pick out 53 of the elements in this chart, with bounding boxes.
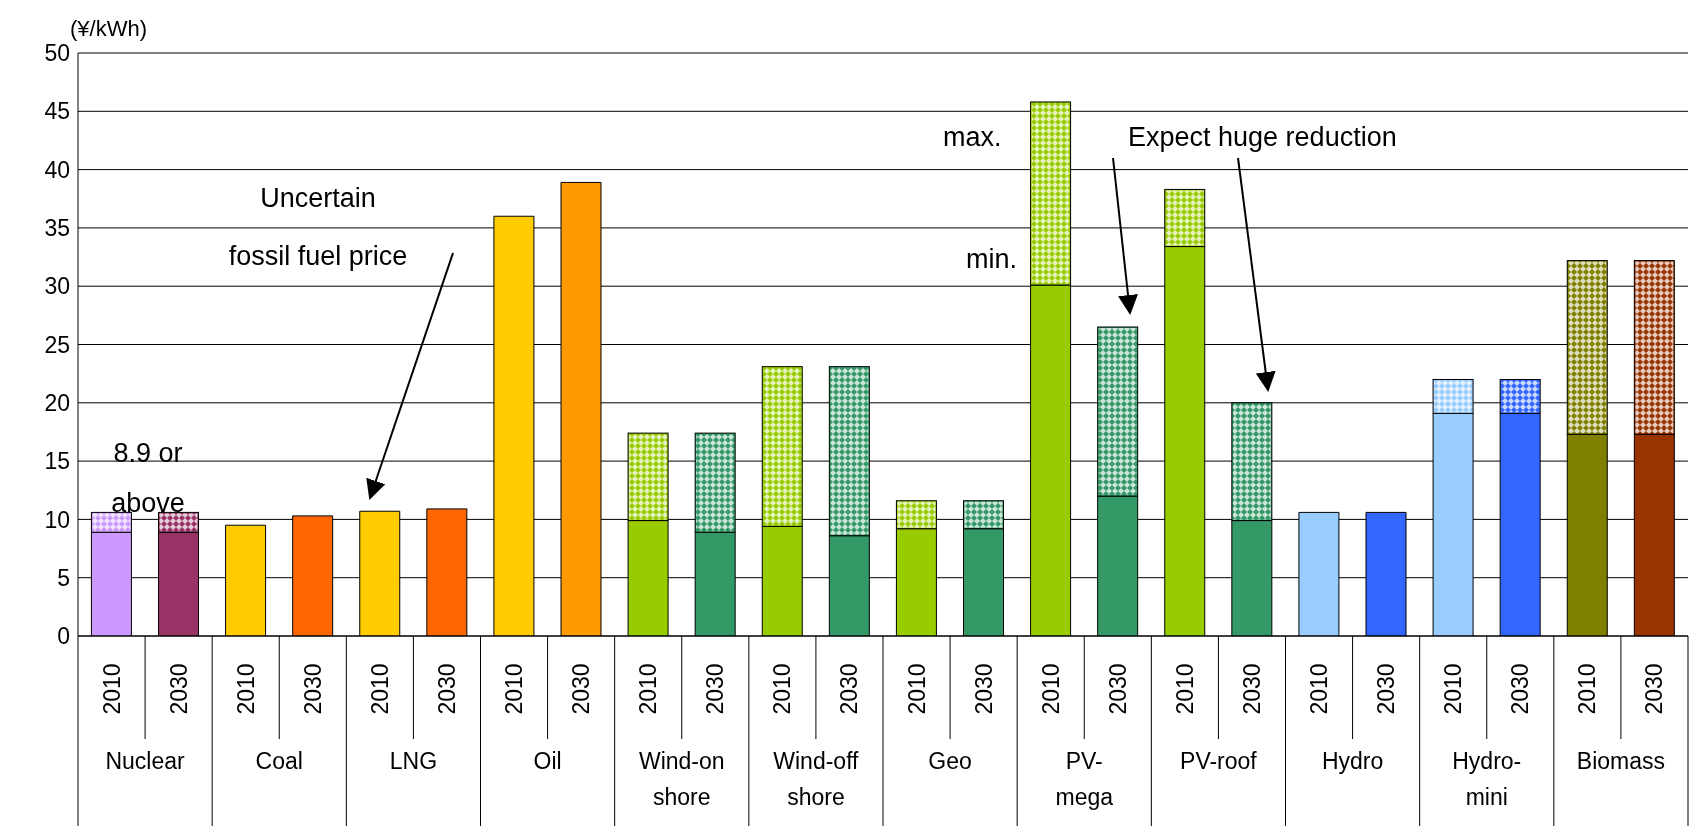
x-tick-label: 2010 — [903, 663, 930, 715]
text: Oil — [533, 748, 562, 774]
x-tick-label: 2030 — [970, 663, 997, 715]
x-tick-label: 2010 — [1574, 663, 1601, 715]
x-tick-label: 2030 — [165, 663, 192, 715]
y-tick-label: 10 — [44, 506, 70, 533]
text: PV- mega — [1055, 748, 1114, 810]
x-tick-label: 2010 — [635, 663, 662, 715]
x-tick-label: 2010 — [1306, 663, 1333, 715]
text: Hydro — [1321, 748, 1384, 774]
y-tick-label: 20 — [44, 389, 70, 416]
x-tick-label: 2030 — [433, 663, 460, 715]
x-tick-label: 2010 — [1440, 663, 1467, 715]
y-tick-label: 15 — [44, 448, 70, 475]
annotation: Uncertain fossil fuel price — [227, 182, 409, 273]
annotation: Expect huge reduction — [1128, 122, 1397, 153]
text: Hydro- mini — [1452, 748, 1522, 810]
text: PV-roof — [1180, 748, 1258, 774]
y-tick-label: 35 — [44, 215, 70, 242]
x-tick-label: 2030 — [836, 663, 863, 715]
x-tick-label: 2010 — [501, 663, 528, 715]
x-tick-label: 2010 — [1037, 663, 1064, 715]
y-tick-label: 30 — [44, 273, 70, 300]
x-tick-label: 2030 — [1641, 663, 1668, 715]
x-tick-label: 2010 — [98, 663, 125, 715]
x-tick-label: 2030 — [702, 663, 729, 715]
annotation: 8.9 or above — [110, 437, 186, 520]
x-tick-label: 2010 — [232, 663, 259, 715]
x-tick-label: 2010 — [769, 663, 796, 715]
x-tick-label: 2010 — [1171, 663, 1198, 715]
y-tick-label: 40 — [44, 156, 70, 183]
y-tick-label: 25 — [44, 331, 70, 358]
y-tick-label: 50 — [44, 40, 70, 67]
x-tick-label: 2010 — [366, 663, 393, 715]
text: Nuclear — [105, 748, 186, 774]
x-tick-label: 2030 — [1507, 663, 1534, 715]
y-tick-label: 5 — [57, 564, 70, 591]
text: Biomass — [1576, 748, 1666, 774]
x-tick-label: 2030 — [1373, 663, 1400, 715]
text: Geo — [928, 748, 972, 774]
y-tick-label: 0 — [57, 623, 70, 650]
text: Coal — [255, 748, 303, 774]
text: Wind-on shore — [638, 748, 725, 810]
series-label: min. — [966, 244, 1018, 275]
y-tick-label: 45 — [44, 98, 70, 125]
text: LNG — [389, 748, 438, 774]
x-tick-label: 2030 — [1238, 663, 1265, 715]
x-tick-label: 2030 — [299, 663, 326, 715]
x-tick-label: 2030 — [568, 663, 595, 715]
text: Wind-off shore — [773, 748, 860, 810]
x-tick-label: 2030 — [1104, 663, 1131, 715]
series-label: max. — [943, 122, 1002, 153]
y-axis-title: (¥/kWh) — [70, 16, 147, 42]
